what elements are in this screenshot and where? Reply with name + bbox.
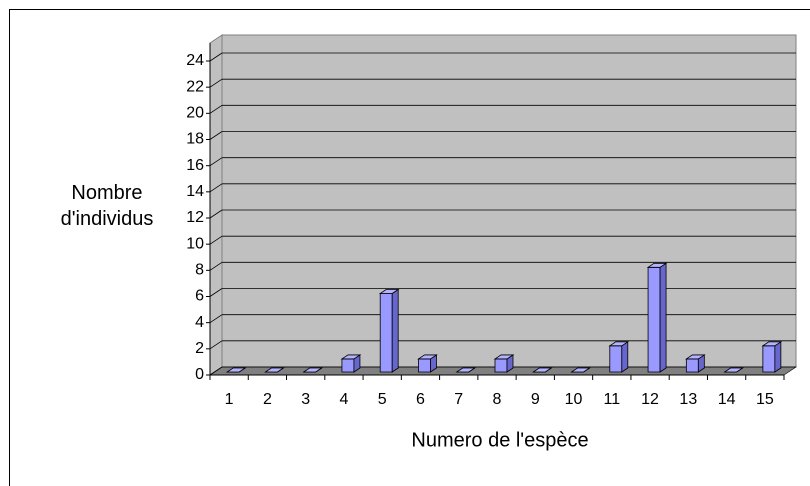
grid-line (209, 314, 223, 323)
bar-top (455, 367, 477, 373)
grid-line (209, 157, 223, 166)
bar-side (774, 341, 782, 373)
bar (302, 367, 323, 373)
y-tick-label: 24 (186, 52, 204, 69)
grid-line (209, 288, 223, 297)
bar (264, 367, 285, 373)
grid-line (209, 105, 223, 114)
bar-top (570, 367, 591, 373)
y-tick-label: 4 (195, 314, 204, 331)
bar-top (608, 341, 630, 347)
grid-line (209, 366, 223, 376)
y-tick-label: 22 (186, 78, 204, 95)
bar-side (391, 288, 399, 373)
bar-front (685, 358, 699, 373)
bar-front (609, 345, 623, 373)
bar (417, 354, 438, 373)
bar (531, 367, 553, 373)
x-tick-label: 5 (378, 391, 387, 408)
y-tick-label: 12 (186, 209, 204, 226)
grid-line (209, 183, 223, 193)
x-tick-label: 11 (603, 391, 620, 408)
grid-line (209, 78, 223, 88)
x-tick-label: 3 (301, 391, 310, 408)
bar-front (494, 358, 508, 373)
x-tick-label: 15 (756, 391, 774, 408)
x-tick-label: 13 (679, 391, 697, 408)
y-tick-label: 20 (186, 105, 204, 122)
y-tick-label: 18 (186, 131, 204, 148)
bar (608, 341, 630, 373)
x-tick-label: 10 (565, 391, 583, 408)
bar-side (659, 262, 667, 373)
bar-top (646, 262, 668, 268)
x-tick-label: 4 (339, 391, 348, 408)
back-wall (221, 34, 797, 368)
x-axis-label: Numero de l'espèce (411, 429, 588, 451)
x-tick-label: 1 (225, 391, 234, 408)
bar-top (723, 367, 744, 373)
x-tick-label: 2 (263, 391, 272, 408)
grid-line (209, 52, 223, 62)
bar-top (493, 354, 515, 360)
y-tick-label: 16 (186, 157, 204, 174)
bar-top (417, 354, 438, 360)
grid-line (209, 262, 223, 271)
x-tick-label: 8 (493, 391, 502, 408)
grid-line (209, 209, 223, 219)
grid-line (209, 131, 223, 140)
bar-top (225, 367, 247, 373)
y-axis-label: Nombre d'individus (60, 182, 154, 230)
x-tick-label: 14 (718, 391, 736, 408)
bar (646, 262, 668, 373)
bar-top (761, 341, 783, 347)
bar-front (418, 358, 431, 373)
bar-front (379, 293, 393, 373)
bar-front (762, 345, 776, 373)
bar-front (647, 266, 661, 373)
x-tick-label: 12 (641, 391, 659, 408)
bar (685, 354, 706, 373)
bar (570, 367, 591, 373)
bar-top (378, 289, 400, 294)
bar-top (340, 354, 362, 360)
y-tick-label: 2 (195, 340, 204, 357)
bar-top (302, 367, 323, 373)
bar-top (531, 367, 553, 373)
y-tick-label: 0 (195, 366, 204, 383)
x-tick-label: 9 (531, 391, 540, 408)
bar-top (264, 367, 285, 373)
y-tick-label: 14 (186, 183, 204, 200)
x-tick-label: 7 (454, 391, 463, 408)
bar (225, 367, 247, 373)
bar (340, 354, 362, 373)
bar-side (621, 341, 629, 373)
bar-front (341, 358, 355, 373)
grid-line (209, 340, 223, 350)
bar (455, 367, 477, 373)
x-tick-label: 6 (416, 391, 425, 408)
y-tick-label: 10 (186, 235, 204, 252)
bar (493, 354, 515, 373)
bar-top (685, 354, 706, 360)
y-tick-label: 6 (195, 288, 204, 305)
bar (723, 367, 744, 373)
bar (761, 341, 783, 373)
bar (378, 288, 400, 373)
grid-line (209, 235, 223, 245)
y-tick-label: 8 (195, 262, 204, 279)
